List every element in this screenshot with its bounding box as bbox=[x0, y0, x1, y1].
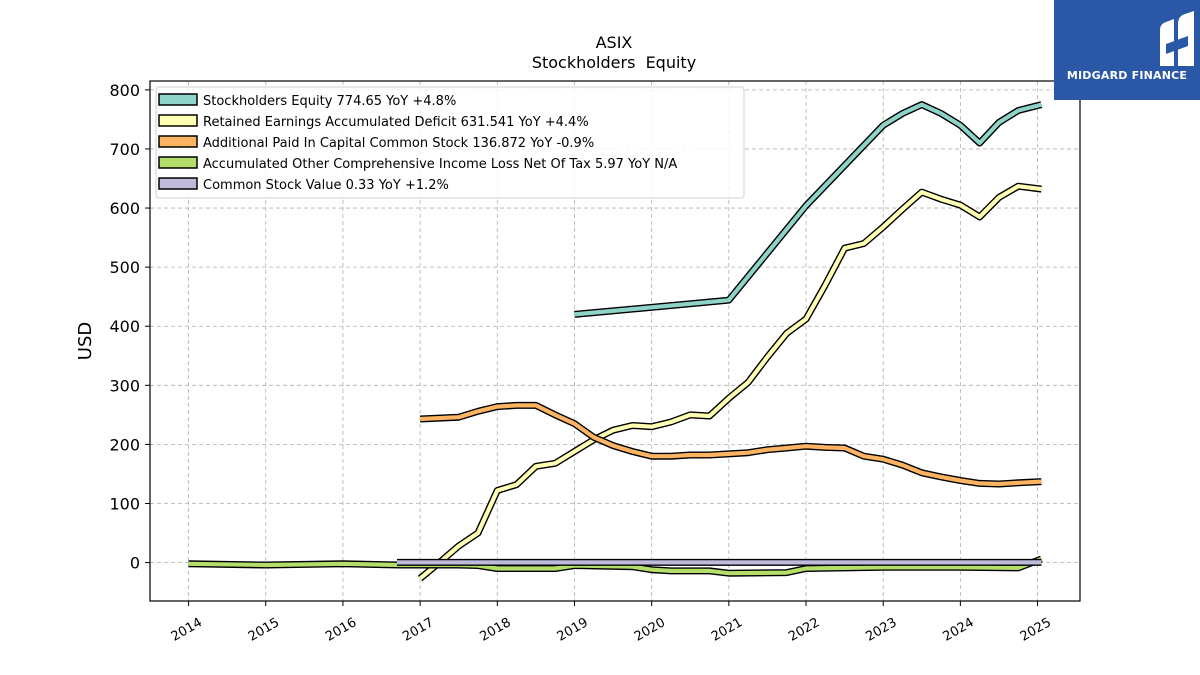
plot-frame bbox=[149, 80, 1081, 602]
logo-text: MIDGARD FINANCE bbox=[1066, 69, 1188, 82]
y-tick-label: 600 bbox=[109, 199, 140, 218]
x-tick-label: 2023 bbox=[863, 615, 899, 645]
series-line bbox=[420, 403, 1042, 487]
y-tick-label: 400 bbox=[109, 317, 140, 336]
legend-box bbox=[155, 86, 745, 199]
x-tick-label: 2018 bbox=[477, 615, 513, 645]
y-tick-label: 100 bbox=[109, 495, 140, 514]
series-line-outline bbox=[417, 182, 1042, 582]
midgard-logo-icon bbox=[1160, 11, 1194, 66]
y-tick-label: 300 bbox=[109, 376, 140, 395]
chart-title: ASIX bbox=[596, 33, 633, 52]
y-tick-label: 700 bbox=[109, 140, 140, 159]
x-tick-label: 2020 bbox=[632, 615, 668, 645]
legend-entry: Retained Earnings Accumulated Deficit 63… bbox=[203, 115, 589, 130]
x-tick-label: 2022 bbox=[786, 615, 822, 645]
y-tick-label: 500 bbox=[109, 258, 140, 277]
y-axis-label: USD bbox=[75, 322, 96, 360]
y-tick-label: 800 bbox=[109, 81, 140, 100]
y-tick-label: 200 bbox=[109, 435, 140, 454]
legend-entry: Stockholders Equity 774.65 YoY +4.8% bbox=[203, 94, 456, 109]
brand-logo: MIDGARD FINANCE bbox=[1054, 0, 1200, 100]
legend-swatch bbox=[158, 114, 198, 127]
legend-entry: Common Stock Value 0.33 YoY +1.2% bbox=[203, 178, 449, 193]
series-line bbox=[574, 102, 1042, 317]
series-lines bbox=[188, 101, 1043, 582]
legend-swatch bbox=[158, 93, 198, 106]
x-tick-label: 2014 bbox=[169, 615, 205, 645]
legend-entry: Additional Paid In Capital Common Stock … bbox=[203, 136, 594, 151]
x-tick-label: 2017 bbox=[400, 615, 436, 645]
legend-swatch bbox=[158, 135, 198, 148]
x-tick-label: 2021 bbox=[709, 615, 745, 645]
series-line bbox=[418, 184, 1042, 581]
legend-entry: Accumulated Other Comprehensive Income L… bbox=[203, 157, 677, 172]
legend-swatch bbox=[158, 177, 198, 190]
y-tick-label: 0 bbox=[130, 554, 140, 573]
x-tick-label: 2019 bbox=[555, 615, 591, 645]
chart-subtitle: Stockholders Equity bbox=[532, 53, 696, 72]
legend-swatch bbox=[158, 156, 198, 169]
x-tick-label: 2024 bbox=[941, 615, 977, 645]
x-tick-label: 2016 bbox=[323, 615, 359, 645]
legend: Stockholders Equity 774.65 YoY +4.8% Reta… bbox=[155, 86, 745, 199]
x-tick-label: 2015 bbox=[246, 615, 282, 645]
x-tick-label: 2025 bbox=[1018, 615, 1054, 645]
